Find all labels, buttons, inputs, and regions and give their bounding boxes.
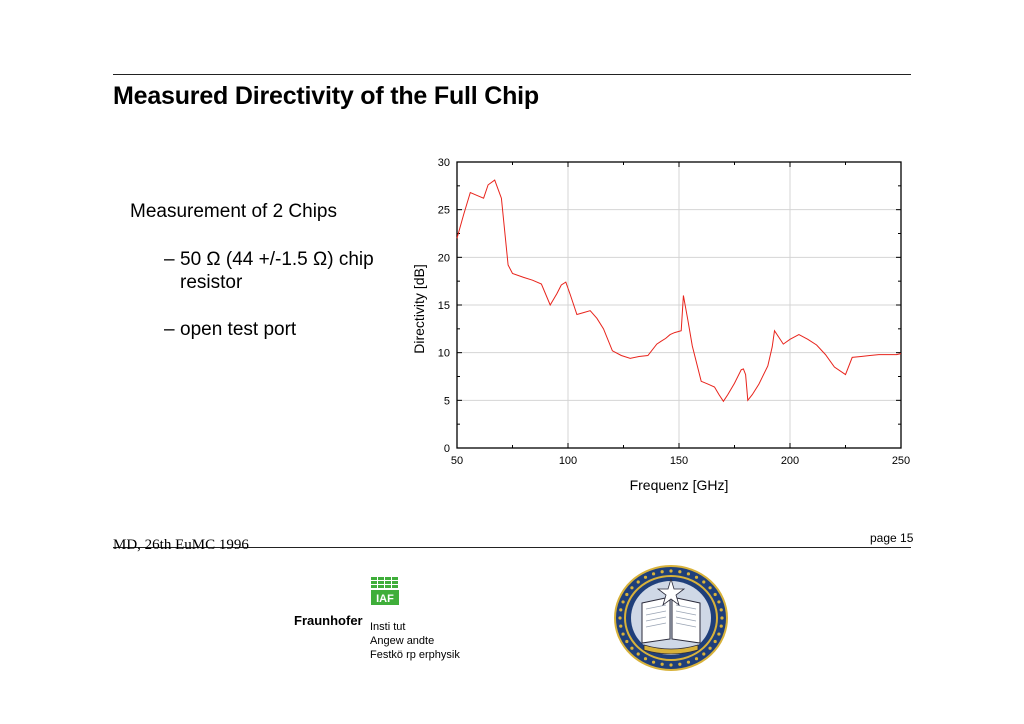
seal-ornament bbox=[619, 624, 623, 628]
seal-ornament bbox=[669, 663, 673, 667]
iaf-logo-text: IAF bbox=[376, 593, 394, 605]
seal-ornament bbox=[678, 662, 682, 666]
y-tick-label: 20 bbox=[438, 252, 450, 264]
seal-ornament bbox=[713, 639, 717, 644]
seal-ornament bbox=[694, 575, 699, 579]
y-tick-label: 30 bbox=[438, 157, 450, 169]
tick-layer: 50 100 150 200 250 0 5 10 15 20 25 30 bbox=[438, 157, 910, 467]
seal-ornament bbox=[686, 572, 691, 576]
slide-title: Measured Directivity of the Full Chip bbox=[113, 82, 539, 110]
seal-ornament bbox=[686, 660, 691, 664]
seal-ornament bbox=[708, 586, 712, 590]
seal-ornament bbox=[618, 616, 622, 620]
seal-ornament bbox=[636, 580, 640, 584]
seal-ornament bbox=[708, 646, 712, 650]
bottom-rule bbox=[113, 547, 911, 548]
bullet-list: Measurement of 2 Chips – 50 Ω (44 +/-1.5… bbox=[130, 200, 394, 365]
y-tick-label: 0 bbox=[444, 443, 450, 455]
institute-line: Angew andte bbox=[370, 635, 435, 647]
seal-ornament bbox=[660, 662, 664, 666]
x-tick-label: 250 bbox=[892, 455, 910, 467]
seal-ornament bbox=[678, 570, 682, 574]
bullet-main: Measurement of 2 Chips bbox=[130, 201, 337, 222]
seal-ornament bbox=[702, 652, 706, 656]
iaf-logo: IAF bbox=[370, 576, 400, 606]
sub-bullet-text: open test port bbox=[180, 319, 297, 340]
seal-ornament bbox=[717, 600, 721, 604]
y-tick-label: 10 bbox=[438, 348, 450, 360]
sub-bullet-text: 50 Ω (44 +/-1.5 Ω) chip resistor bbox=[180, 249, 374, 293]
seal-ornament bbox=[625, 592, 629, 597]
seal-ornament bbox=[719, 624, 723, 628]
y-tick-label: 15 bbox=[438, 300, 450, 312]
seal-ornament bbox=[719, 608, 723, 612]
directivity-chart: 50 100 150 200 250 0 5 10 15 20 25 30 Frequenz [GHz… bbox=[411, 157, 910, 493]
institute-line: Festkö rp erphysik bbox=[370, 649, 460, 661]
institute-line: Insti tut bbox=[370, 621, 406, 633]
seal-ornament bbox=[630, 646, 634, 650]
seal-ornament bbox=[630, 586, 634, 590]
seal-ornament bbox=[694, 657, 699, 661]
seal-ornament bbox=[625, 639, 629, 644]
y-axis-label: Directivity [dB] bbox=[411, 264, 427, 353]
seal-ornament bbox=[713, 592, 717, 597]
sub-bullet: – 50 Ω (44 +/-1.5 Ω) chip resistor bbox=[164, 248, 394, 294]
seal-ornament bbox=[669, 569, 673, 573]
seal-ornament bbox=[660, 570, 664, 574]
series-line bbox=[456, 179, 902, 403]
seal-ornament bbox=[717, 632, 721, 636]
dash-glyph: – bbox=[164, 319, 175, 340]
x-axis-label: Frequenz [GHz] bbox=[630, 477, 729, 493]
grid-layer bbox=[457, 162, 901, 448]
seal-ornament bbox=[643, 657, 648, 661]
y-tick-label: 25 bbox=[438, 205, 450, 217]
seal-ornament bbox=[621, 600, 625, 604]
seal-ornament bbox=[636, 652, 640, 656]
footer-text: MD, 26th EuMC 1996 bbox=[113, 537, 249, 553]
page-number: page 15 bbox=[870, 531, 914, 545]
seal-ornament bbox=[720, 616, 724, 620]
seal-ornament bbox=[651, 660, 656, 664]
seal-ornament bbox=[619, 608, 623, 612]
seal-ornament bbox=[643, 575, 648, 579]
x-tick-label: 100 bbox=[559, 455, 577, 467]
seal-ornament bbox=[702, 580, 706, 584]
x-tick-label: 200 bbox=[781, 455, 799, 467]
institute-name: Insti tut Angew andte Festkö rp erphysik bbox=[370, 620, 460, 662]
sub-bullet: – open test port bbox=[164, 318, 394, 341]
dash-glyph: – bbox=[164, 249, 175, 270]
x-tick-label: 150 bbox=[670, 455, 688, 467]
top-rule bbox=[113, 74, 911, 75]
seal-ornament bbox=[651, 572, 656, 576]
y-tick-label: 5 bbox=[444, 395, 450, 407]
university-seal bbox=[614, 565, 728, 671]
fraunhofer-label: Fraunhofer bbox=[294, 613, 363, 628]
seal-ornament bbox=[621, 632, 625, 636]
x-tick-label: 50 bbox=[451, 455, 463, 467]
